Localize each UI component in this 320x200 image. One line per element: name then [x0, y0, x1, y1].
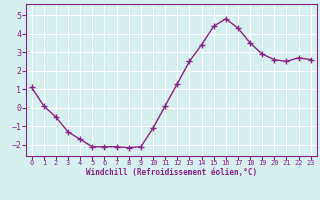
X-axis label: Windchill (Refroidissement éolien,°C): Windchill (Refroidissement éolien,°C): [86, 168, 257, 177]
